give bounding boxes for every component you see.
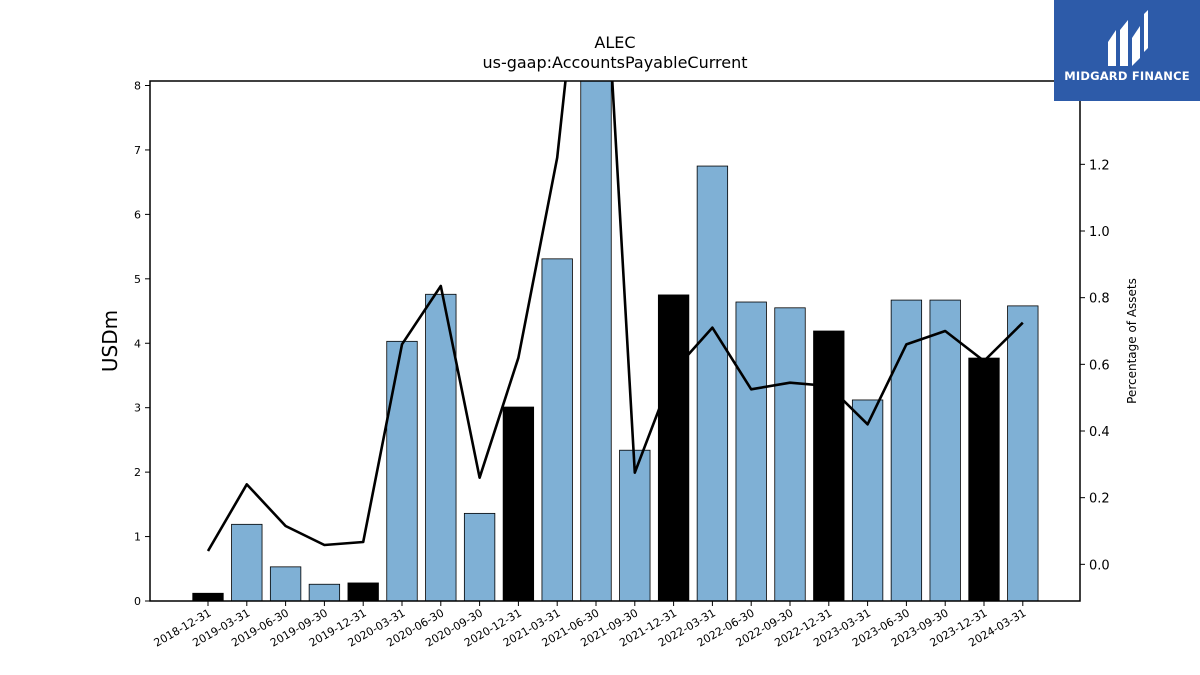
y2-tick-label: 1.2 [1089, 158, 1110, 173]
bar-series [192, 81, 1039, 601]
plot-frame [149, 80, 1081, 602]
bar [347, 582, 379, 601]
y2-tick-label: 0.4 [1089, 425, 1110, 440]
chart-title: ALEC [594, 33, 635, 52]
y2-tick-label: 0.6 [1089, 358, 1110, 373]
y-axis-label: USDm [98, 310, 122, 372]
bar [541, 258, 573, 601]
bar [890, 299, 923, 601]
line-series [206, 81, 1024, 552]
y2-tick-label: 0.8 [1089, 292, 1110, 307]
left-axis: 0 1 2 3 4 5 6 7 8 [134, 80, 150, 608]
y2-tick-label: 0.0 [1089, 558, 1110, 573]
chart-subtitle: us-gaap:AccountsPayableCurrent [482, 53, 747, 72]
bar [580, 81, 612, 601]
y-tick-label: 3 [134, 402, 141, 415]
right-axis: 0.0 0.2 0.4 0.6 0.8 1.0 1.2 [1080, 158, 1110, 573]
bar [813, 330, 845, 601]
y-tick-label: 0 [134, 595, 141, 608]
x-axis: 2018-12-312019-03-312019-06-302019-09-30… [152, 601, 1028, 650]
bar [696, 165, 729, 601]
bar [619, 449, 651, 601]
y2-tick-label: 0.2 [1089, 492, 1110, 507]
brand-logo: MIDGARD FINANCE [1054, 0, 1200, 101]
y2-tick-label: 1.0 [1089, 225, 1110, 240]
bar [269, 566, 302, 601]
y-tick-label: 8 [134, 80, 141, 93]
y-tick-label: 4 [134, 337, 141, 350]
bar [308, 583, 341, 601]
y-tick-label: 5 [134, 273, 141, 286]
bar [657, 294, 690, 601]
y-tick-label: 6 [134, 208, 141, 221]
bar [968, 357, 1000, 601]
bar [774, 307, 806, 601]
bar [851, 399, 884, 601]
y-tick-label: 1 [134, 531, 141, 544]
bar [1007, 305, 1039, 601]
bar [735, 301, 767, 601]
bar [425, 293, 457, 601]
y-tick-label: 7 [134, 144, 141, 157]
bar [231, 523, 263, 601]
logo-mark-icon [1108, 10, 1148, 66]
logo-text: MIDGARD FINANCE [1064, 69, 1190, 83]
percentage-line [206, 81, 1024, 552]
bar [502, 406, 535, 601]
y2-axis-label: Percentage of Assets [1125, 278, 1139, 404]
bar [463, 512, 496, 601]
y-tick-label: 2 [134, 466, 141, 479]
bar [929, 299, 961, 601]
bar [192, 592, 224, 601]
bar [386, 340, 418, 601]
